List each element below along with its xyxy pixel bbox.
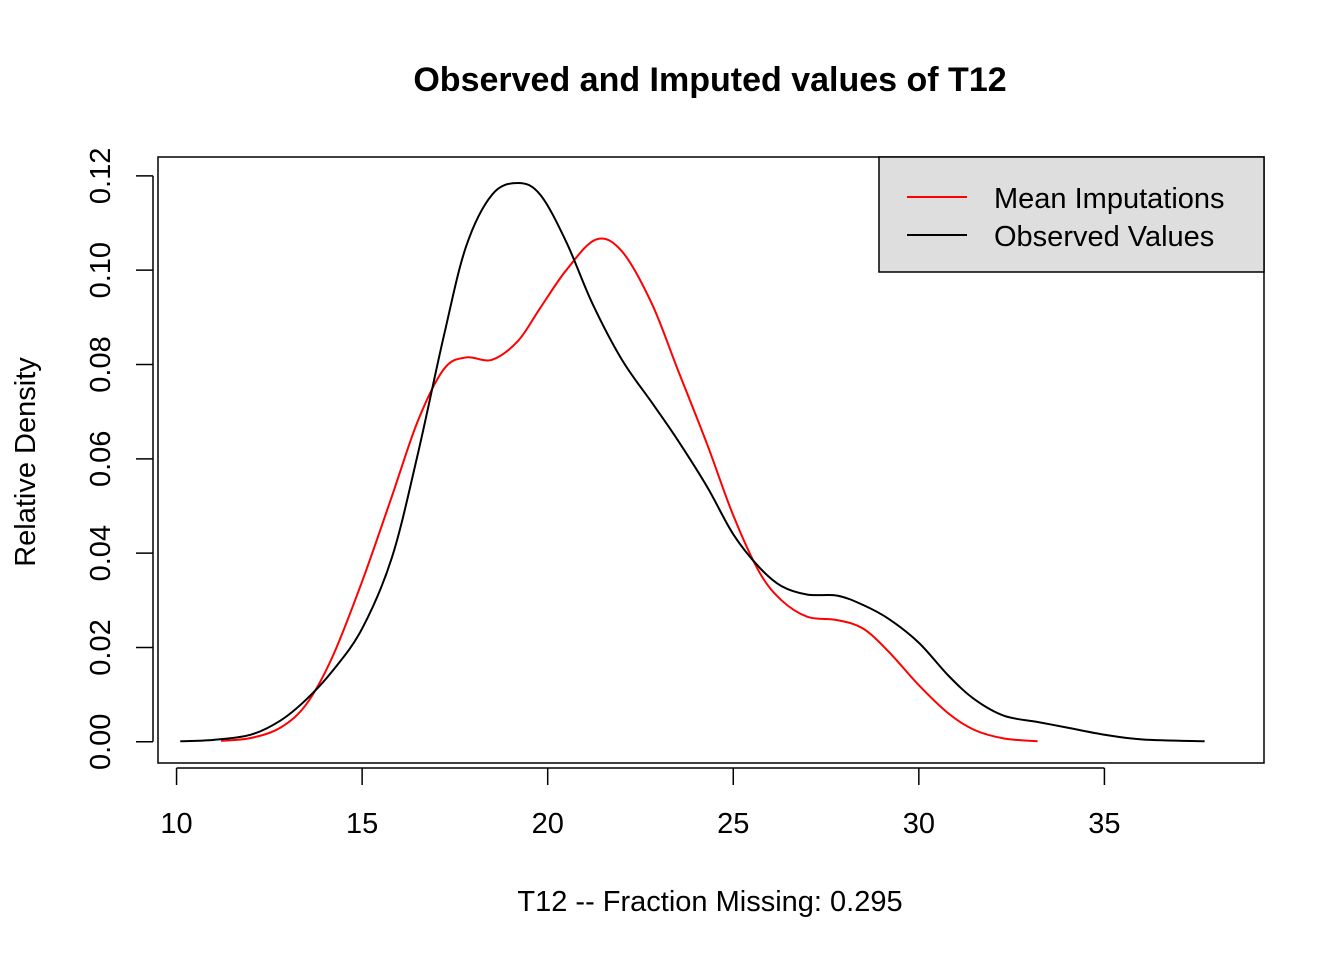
x-axis: 10 15 20 25 30 35 bbox=[160, 767, 1121, 840]
x-axis-label: T12 -- Fraction Missing: 0.295 bbox=[517, 886, 902, 918]
x-tick-label: 10 bbox=[160, 808, 192, 840]
legend-box bbox=[878, 156, 1265, 273]
y-tick-label: 0.04 bbox=[85, 525, 117, 581]
y-axis: 0.00 0.02 0.04 0.06 0.08 0.10 0.12 bbox=[85, 148, 154, 770]
x-tick-label: 35 bbox=[1088, 808, 1120, 840]
chart-title: Observed and Imputed values of T12 bbox=[413, 61, 1006, 99]
x-tick-label: 25 bbox=[717, 808, 749, 840]
legend: Mean Imputations Observed Values bbox=[878, 156, 1265, 273]
y-tick-label: 0.12 bbox=[85, 148, 117, 204]
legend-label-mean-imputations: Mean Imputations bbox=[994, 183, 1225, 215]
y-tick-label: 0.06 bbox=[85, 431, 117, 487]
x-tick-label: 15 bbox=[346, 808, 378, 840]
y-tick-label: 0.02 bbox=[85, 619, 117, 675]
series-layer bbox=[180, 181, 1205, 743]
x-tick-label: 30 bbox=[903, 808, 935, 840]
y-tick-label: 0.10 bbox=[85, 242, 117, 298]
legend-label-observed-values: Observed Values bbox=[994, 221, 1214, 253]
plot-frame bbox=[157, 156, 1265, 764]
x-tick-label: 20 bbox=[532, 808, 564, 840]
series-line-observed-values bbox=[180, 181, 1205, 743]
y-tick-label: 0.00 bbox=[85, 714, 117, 770]
y-tick-label: 0.08 bbox=[85, 336, 117, 392]
series-line-mean-imputations bbox=[220, 237, 1038, 743]
y-axis-label: Relative Density bbox=[10, 357, 42, 567]
